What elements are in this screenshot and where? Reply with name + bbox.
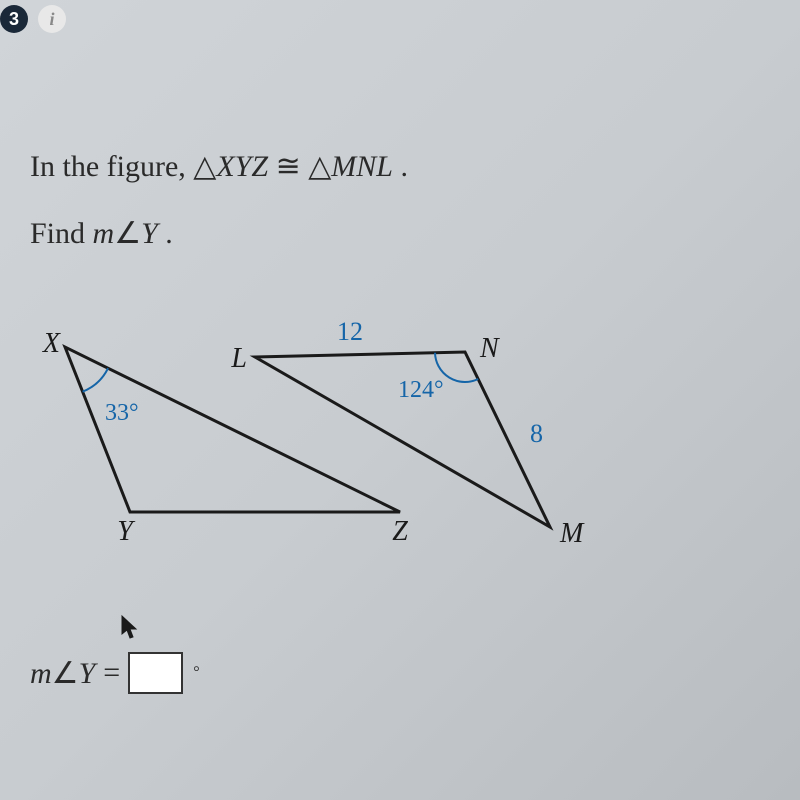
question-header: 3 i: [0, 0, 800, 38]
answer-m: m: [30, 657, 52, 690]
info-icon: i: [49, 9, 54, 30]
side-label-ln: 12: [337, 317, 363, 346]
find-expression: m: [93, 217, 115, 250]
vertex-label-z: Z: [392, 516, 408, 547]
angle-symbol: ∠: [114, 217, 141, 250]
vertex-label-x: X: [42, 328, 61, 359]
text-suffix-1: .: [393, 150, 408, 183]
geometry-figure: X Y Z L N M 33° 124° 12 8: [30, 302, 630, 582]
answer-var: Y: [79, 657, 96, 690]
angle-variable: Y: [141, 217, 158, 250]
vertex-label-m: M: [559, 518, 585, 549]
cursor-icon: [120, 614, 140, 645]
congruent-symbol: ≅: [276, 150, 301, 183]
answer-expression: m∠Y: [30, 656, 95, 691]
text-suffix-2: .: [158, 217, 173, 250]
answer-angle-sym: ∠: [52, 657, 79, 690]
problem-content: In the figure, △XYZ ≅ △MNL . Find m∠Y . …: [0, 38, 800, 724]
angle-arc-x: [83, 368, 108, 391]
question-number: 3: [9, 9, 19, 30]
answer-equals: =: [103, 656, 120, 690]
triangle-1-name: XYZ: [216, 150, 268, 183]
answer-input[interactable]: [128, 652, 183, 694]
vertex-label-n: N: [479, 333, 500, 364]
side-label-nm: 8: [530, 419, 543, 448]
problem-statement: In the figure, △XYZ ≅ △MNL .: [30, 138, 770, 195]
triangle-symbol-1: △: [193, 150, 216, 183]
question-number-badge: 3: [0, 5, 28, 33]
answer-unit: °: [193, 664, 199, 682]
info-button[interactable]: i: [38, 5, 66, 33]
vertex-label-l: L: [230, 343, 247, 374]
triangle-2-name: MNL: [331, 150, 393, 183]
answer-row: m∠Y = °: [30, 652, 770, 694]
angle-label-n: 124°: [398, 377, 444, 403]
figure-svg: X Y Z L N M 33° 124° 12 8: [30, 302, 630, 582]
angle-label-x: 33°: [105, 400, 139, 426]
vertex-label-y: Y: [117, 516, 136, 547]
triangle-symbol-2: △: [308, 150, 331, 183]
problem-find: Find m∠Y .: [30, 205, 770, 262]
text-prefix-1: In the figure,: [30, 150, 193, 183]
text-prefix-2: Find: [30, 217, 93, 250]
